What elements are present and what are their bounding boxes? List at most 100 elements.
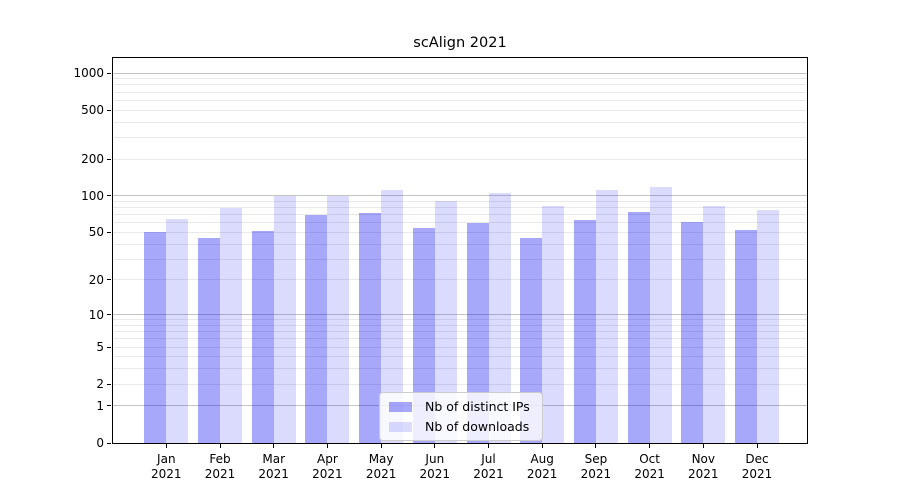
y-tick-label-50: 50 <box>88 225 104 240</box>
gridline-minor <box>113 368 807 370</box>
legend-item-downloads: Nb of downloads <box>389 419 530 434</box>
gridline-major <box>113 314 807 316</box>
x-tick-mark <box>165 444 167 448</box>
grid-layer <box>113 58 807 443</box>
gridline-minor <box>113 78 807 80</box>
x-tick-mark <box>326 444 328 448</box>
gridline-minor <box>113 383 807 385</box>
y-tick-label-200: 200 <box>81 152 104 167</box>
x-tick-mark <box>702 444 704 448</box>
x-tick-mark <box>219 444 221 448</box>
bar-distinct-ips-aug <box>520 237 543 443</box>
x-tick-label-nov: Nov 2021 <box>688 452 719 481</box>
gridline-minor <box>113 84 807 86</box>
bar-downloads-jan <box>166 219 189 443</box>
x-tick-label-jan: Jan 2021 <box>151 452 182 481</box>
x-tick-label-jun: Jun 2021 <box>419 452 451 481</box>
y-tick-mark <box>107 109 111 111</box>
gridline-minor <box>113 331 807 333</box>
x-tick-label-dec: Dec 2021 <box>741 452 773 481</box>
gridline-minor <box>113 222 807 224</box>
bar-distinct-ips-oct <box>627 211 650 443</box>
gridline-minor <box>113 91 807 93</box>
y-tick-mark <box>107 195 111 197</box>
chart-title: scAlign 2021 <box>413 35 507 51</box>
y-tick-label-100: 100 <box>81 188 104 203</box>
y-tick-label-20: 20 <box>88 272 104 287</box>
bar-distinct-ips-jun <box>412 228 435 443</box>
bar-distinct-ips-apr <box>305 215 328 443</box>
x-tick-mark <box>649 444 651 448</box>
y-tick-label-500: 500 <box>81 103 104 118</box>
x-tick-label-mar: Mar 2021 <box>258 452 289 481</box>
bar-distinct-ips-jan <box>144 232 167 443</box>
bar-distinct-ips-nov <box>681 221 704 443</box>
bar-distinct-ips-mar <box>251 231 274 443</box>
x-tick-mark <box>380 444 382 448</box>
plot-area: Nb of distinct IPs Nb of downloads <box>112 57 808 444</box>
y-tick-label-10: 10 <box>88 307 104 322</box>
y-tick-mark <box>107 405 111 407</box>
bar-downloads-nov <box>703 205 726 443</box>
bar-downloads-jul <box>488 193 511 443</box>
bar-downloads-aug <box>542 206 565 443</box>
legend-item-distinct-ips: Nb of distinct IPs <box>389 399 530 414</box>
y-tick-mark <box>107 72 111 74</box>
bar-downloads-may <box>381 189 404 443</box>
gridline-major <box>113 195 807 197</box>
bar-downloads-dec <box>757 210 779 443</box>
legend-label-distinct-ips: Nb of distinct IPs <box>425 399 530 414</box>
gridline-minor <box>113 200 807 202</box>
x-tick-mark <box>434 444 436 448</box>
y-tick-label-2: 2 <box>96 377 104 392</box>
gridline-minor <box>113 231 807 233</box>
x-tick-mark <box>488 444 489 448</box>
gridline-minor <box>113 258 807 260</box>
y-tick-mark <box>107 158 111 160</box>
bar-distinct-ips-sep <box>573 220 596 443</box>
x-tick-label-oct: Oct 2021 <box>634 452 665 481</box>
gridline-minor <box>113 279 807 281</box>
x-tick-mark <box>595 444 597 448</box>
bar-distinct-ips-may <box>359 212 382 443</box>
gridline-minor <box>113 109 807 111</box>
y-tick-label-1: 1 <box>96 398 104 413</box>
gridline-minor <box>113 338 807 340</box>
y-tick-mark <box>107 346 111 348</box>
x-tick-label-may: May 2021 <box>365 452 397 481</box>
bar-downloads-oct <box>649 186 672 443</box>
gridline-minor <box>113 356 807 358</box>
gridline-minor <box>113 207 807 209</box>
y-tick-mark <box>107 383 111 385</box>
y-tick-mark <box>107 314 111 316</box>
bar-downloads-mar <box>273 195 296 443</box>
gridline-minor <box>113 136 807 138</box>
x-tick-mark <box>756 444 758 448</box>
y-tick-mark <box>107 442 111 444</box>
gridline-minor <box>113 319 807 321</box>
x-tick-label-jul: Jul 2021 <box>473 452 504 481</box>
bar-distinct-ips-dec <box>735 230 757 443</box>
bar-downloads-feb <box>220 208 242 443</box>
gridline-minor <box>113 121 807 123</box>
y-tick-label-0: 0 <box>96 436 104 450</box>
x-tick-label-apr: Apr 2021 <box>312 452 343 481</box>
bar-downloads-jun <box>434 201 457 443</box>
bar-layer <box>113 58 807 443</box>
y-tick-mark <box>107 279 111 281</box>
gridline-major <box>113 72 807 74</box>
y-tick-label-1000: 1000 <box>73 66 104 81</box>
gridline-minor <box>113 158 807 160</box>
x-tick-label-sep: Sep 2021 <box>580 452 612 481</box>
gridline-minor <box>113 324 807 326</box>
gridline-minor <box>113 243 807 245</box>
legend-box: Nb of distinct IPs Nb of downloads <box>379 392 543 441</box>
bar-downloads-apr <box>327 195 350 443</box>
gridline-minor <box>113 99 807 101</box>
y-tick-mark <box>107 231 111 233</box>
legend-swatch-distinct-ips <box>389 401 412 412</box>
legend-swatch-downloads <box>389 421 412 432</box>
x-tick-mark <box>541 444 543 448</box>
gridline-minor <box>113 346 807 348</box>
x-tick-label-feb: Feb 2021 <box>204 452 236 481</box>
